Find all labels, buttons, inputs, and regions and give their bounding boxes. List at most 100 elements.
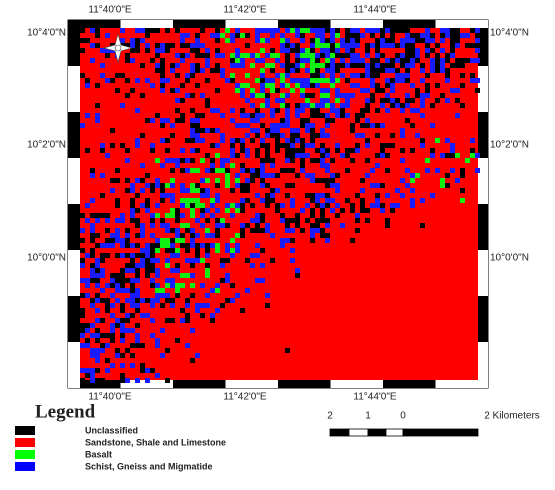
raster-cell	[295, 78, 300, 83]
raster-cell	[390, 133, 395, 138]
raster-cell	[335, 93, 340, 98]
raster-cell	[315, 148, 320, 153]
raster-cell	[240, 88, 245, 93]
raster-cell	[155, 243, 160, 248]
raster-cell	[330, 178, 335, 183]
raster-cell	[295, 28, 300, 33]
raster-cell	[150, 83, 155, 88]
raster-cell	[290, 43, 295, 48]
raster-cell	[285, 108, 290, 113]
raster-cell	[270, 133, 275, 138]
raster-cell	[370, 78, 375, 83]
raster-cell	[300, 153, 305, 158]
raster-cell	[285, 143, 290, 148]
raster-cell	[315, 28, 320, 33]
raster-cell	[135, 138, 140, 143]
raster-cell	[355, 143, 360, 148]
raster-cell	[320, 53, 325, 58]
raster-cell	[325, 88, 330, 93]
neatline-segment	[68, 204, 80, 250]
raster-cell	[320, 148, 325, 153]
raster-cell	[355, 58, 360, 63]
raster-cell	[140, 313, 145, 318]
raster-cell	[360, 123, 365, 128]
raster-cell	[105, 343, 110, 348]
raster-cell	[175, 108, 180, 113]
raster-cell	[185, 273, 190, 278]
raster-cell	[310, 48, 315, 53]
raster-cell	[365, 73, 370, 78]
raster-cell	[90, 348, 95, 353]
raster-cell	[160, 118, 165, 123]
raster-cell	[425, 93, 430, 98]
raster-cell	[270, 53, 275, 58]
raster-cell	[210, 163, 215, 168]
raster-cell	[225, 168, 230, 173]
raster-cell	[300, 158, 305, 163]
raster-cell	[95, 263, 100, 268]
raster-cell	[120, 318, 125, 323]
raster-cell	[80, 343, 85, 348]
raster-cell	[310, 73, 315, 78]
raster-cell	[270, 188, 275, 193]
raster-cell	[290, 183, 295, 188]
raster-cell	[275, 173, 280, 178]
raster-cell	[180, 113, 185, 118]
raster-cell	[385, 108, 390, 113]
raster-cell	[155, 293, 160, 298]
raster-cell	[450, 168, 455, 173]
raster-cell	[205, 243, 210, 248]
raster-cell	[285, 68, 290, 73]
raster-cell	[100, 213, 105, 218]
raster-cell	[460, 103, 465, 108]
right-label: 10°2'0"N	[490, 140, 529, 151]
raster-cell	[190, 293, 195, 298]
raster-cell	[260, 88, 265, 93]
raster-cell	[385, 63, 390, 68]
raster-cell	[315, 158, 320, 163]
raster-cell	[290, 128, 295, 133]
raster-cell	[435, 58, 440, 63]
raster-cell	[375, 73, 380, 78]
raster-cell	[100, 63, 105, 68]
raster-cell	[115, 323, 120, 328]
raster-cell	[175, 73, 180, 78]
raster-cell	[300, 63, 305, 68]
neatline-segment	[68, 250, 80, 296]
raster-cell	[295, 148, 300, 153]
raster-cell	[150, 58, 155, 63]
raster-cell	[165, 378, 170, 383]
raster-cell	[320, 78, 325, 83]
raster-cell	[320, 63, 325, 68]
raster-cell	[370, 98, 375, 103]
raster-cell	[195, 83, 200, 88]
raster-cell	[250, 173, 255, 178]
raster-cell	[130, 188, 135, 193]
raster-cell	[325, 48, 330, 53]
neatline-segment	[68, 296, 80, 342]
raster-cell	[100, 268, 105, 273]
raster-cell	[430, 48, 435, 53]
raster-cell	[245, 258, 250, 263]
raster-cell	[215, 233, 220, 238]
raster-cell	[305, 58, 310, 63]
raster-cell	[100, 378, 105, 383]
raster-cell	[375, 63, 380, 68]
raster-cell	[375, 203, 380, 208]
raster-cell	[425, 158, 430, 163]
raster-cell	[325, 238, 330, 243]
raster-cell	[155, 43, 160, 48]
raster-cell	[345, 28, 350, 33]
raster-cell	[145, 78, 150, 83]
raster-cell	[280, 73, 285, 78]
raster-cell	[120, 338, 125, 343]
raster-cell	[90, 253, 95, 258]
raster-cell	[310, 123, 315, 128]
raster-cell	[125, 278, 130, 283]
raster-cell	[90, 168, 95, 173]
raster-cell	[245, 168, 250, 173]
raster-cell	[310, 43, 315, 48]
raster-cell	[95, 233, 100, 238]
raster-cell	[470, 28, 475, 33]
raster-cell	[120, 283, 125, 288]
